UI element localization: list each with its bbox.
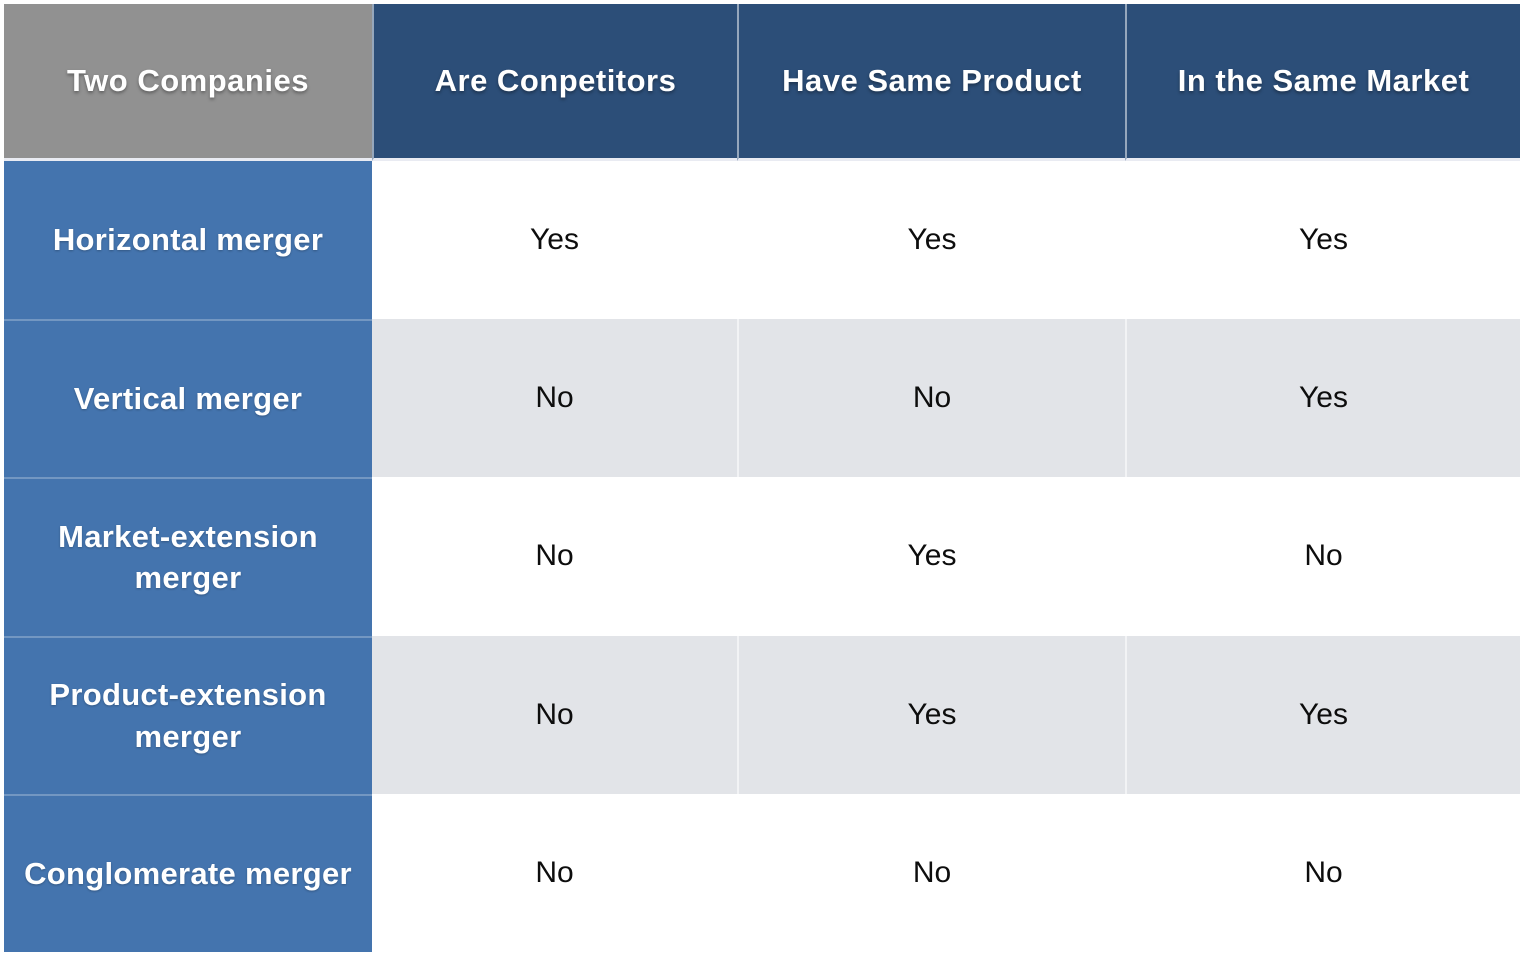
table-row: Conglomerate merger No No No — [4, 793, 1520, 952]
row-header-conglomerate-merger: Conglomerate merger — [4, 793, 372, 952]
cell-market-extension-have-same-product: Yes — [737, 477, 1125, 636]
row-header-horizontal-merger: Horizontal merger — [4, 161, 372, 320]
table-row: Horizontal merger Yes Yes Yes — [4, 161, 1520, 320]
cell-horizontal-in-same-market: Yes — [1125, 161, 1520, 320]
merger-comparison-table: Two Companies Are Conpetitors Have Same … — [4, 4, 1520, 952]
cell-vertical-are-competitors: No — [372, 319, 737, 478]
row-header-product-extension-merger: Product-extension merger — [4, 635, 372, 794]
cell-conglomerate-have-same-product: No — [737, 793, 1125, 952]
column-header-are-competitors: Are Conpetitors — [372, 4, 737, 161]
table-row: Product-extension merger No Yes Yes — [4, 635, 1520, 794]
cell-horizontal-have-same-product: Yes — [737, 161, 1125, 320]
cell-vertical-have-same-product: No — [737, 319, 1125, 478]
cell-conglomerate-in-same-market: No — [1125, 793, 1520, 952]
cell-market-extension-are-competitors: No — [372, 477, 737, 636]
cell-market-extension-in-same-market: No — [1125, 477, 1520, 636]
cell-conglomerate-are-competitors: No — [372, 793, 737, 952]
table-row: Vertical merger No No Yes — [4, 319, 1520, 478]
column-header-two-companies: Two Companies — [4, 4, 372, 161]
cell-product-extension-in-same-market: Yes — [1125, 635, 1520, 794]
row-header-vertical-merger: Vertical merger — [4, 319, 372, 478]
cell-horizontal-are-competitors: Yes — [372, 161, 737, 320]
table-row: Market-extension merger No Yes No — [4, 477, 1520, 636]
cell-product-extension-have-same-product: Yes — [737, 635, 1125, 794]
cell-vertical-in-same-market: Yes — [1125, 319, 1520, 478]
header-row: Two Companies Are Conpetitors Have Same … — [4, 4, 1520, 161]
row-header-market-extension-merger: Market-extension merger — [4, 477, 372, 636]
column-header-in-the-same-market: In the Same Market — [1125, 4, 1520, 161]
column-header-have-same-product: Have Same Product — [737, 4, 1125, 161]
cell-product-extension-are-competitors: No — [372, 635, 737, 794]
